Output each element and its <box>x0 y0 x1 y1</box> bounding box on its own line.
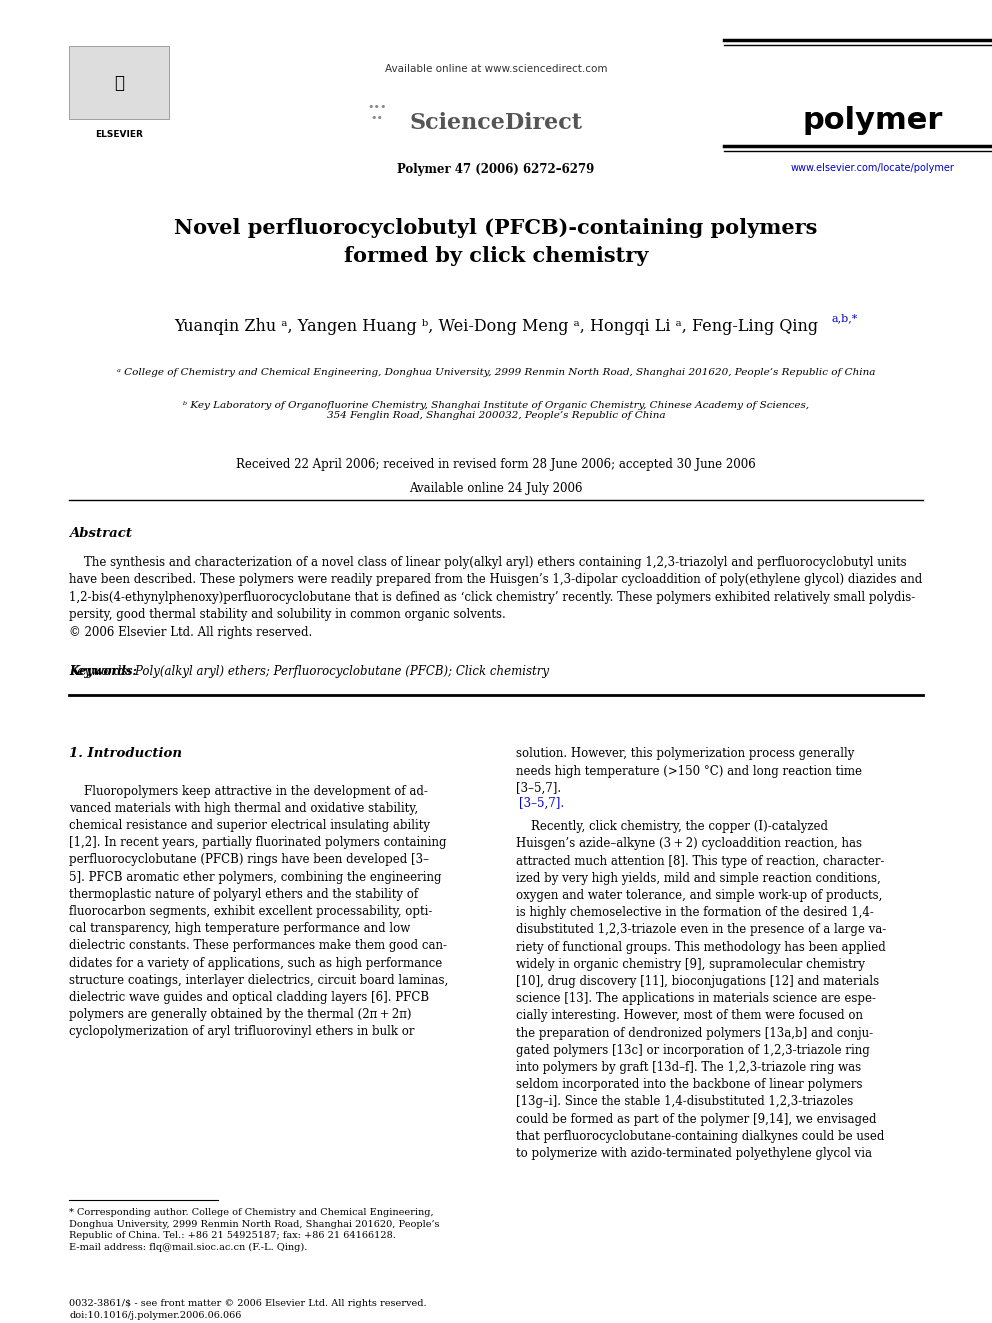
Text: Available online 24 July 2006: Available online 24 July 2006 <box>410 482 582 495</box>
Text: * Corresponding author. College of Chemistry and Chemical Engineering,
Donghua U: * Corresponding author. College of Chemi… <box>69 1208 439 1253</box>
Text: ᵃ College of Chemistry and Chemical Engineering, Donghua University, 2999 Renmin: ᵃ College of Chemistry and Chemical Engi… <box>117 368 875 377</box>
Text: www.elsevier.com/locate/polymer: www.elsevier.com/locate/polymer <box>791 163 955 173</box>
Text: Keywords: Poly(alkyl aryl) ethers; Perfluorocyclobutane (PFCB); Click chemistry: Keywords: Poly(alkyl aryl) ethers; Perfl… <box>69 665 550 679</box>
Text: solution. However, this polymerization process generally
needs high temperature : solution. However, this polymerization p… <box>516 747 862 795</box>
Text: 0032-3861/$ - see front matter © 2006 Elsevier Ltd. All rights reserved.
doi:10.: 0032-3861/$ - see front matter © 2006 El… <box>69 1299 428 1320</box>
Text: Yuanqin Zhu ᵃ, Yangen Huang ᵇ, Wei-Dong Meng ᵃ, Hongqi Li ᵃ, Feng-Ling Qing: Yuanqin Zhu ᵃ, Yangen Huang ᵇ, Wei-Dong … <box>174 318 818 335</box>
Text: 🌲: 🌲 <box>114 74 124 91</box>
Bar <box>69 46 169 119</box>
Text: Fluoropolymers keep attractive in the development of ad-
vanced materials with h: Fluoropolymers keep attractive in the de… <box>69 785 448 1039</box>
Text: 1. Introduction: 1. Introduction <box>69 747 183 761</box>
Text: Polymer 47 (2006) 6272–6279: Polymer 47 (2006) 6272–6279 <box>398 163 594 176</box>
Text: ᵇ Key Laboratory of Organofluorine Chemistry, Shanghai Institute of Organic Chem: ᵇ Key Laboratory of Organofluorine Chemi… <box>183 401 809 421</box>
Text: Novel perfluorocyclobutyl (PFCB)-containing polymers
formed by click chemistry: Novel perfluorocyclobutyl (PFCB)-contain… <box>175 218 817 266</box>
Text: Keywords:: Keywords: <box>69 665 137 679</box>
Text: polymer: polymer <box>803 106 943 135</box>
Text: ELSEVIER: ELSEVIER <box>95 130 143 139</box>
Text: Abstract: Abstract <box>69 527 133 540</box>
Text: The synthesis and characterization of a novel class of linear poly(alkyl aryl) e: The synthesis and characterization of a … <box>69 556 923 639</box>
Text: •••
••: ••• •• <box>367 102 387 123</box>
Text: Received 22 April 2006; received in revised form 28 June 2006; accepted 30 June : Received 22 April 2006; received in revi… <box>236 458 756 471</box>
Text: ScienceDirect: ScienceDirect <box>410 112 582 135</box>
Text: Recently, click chemistry, the copper (I)-catalyzed
Huisgen’s azide–alkyne (3 + : Recently, click chemistry, the copper (I… <box>516 820 886 1160</box>
Text: Available online at www.sciencedirect.com: Available online at www.sciencedirect.co… <box>385 64 607 74</box>
Text: [3–5,7].: [3–5,7]. <box>519 796 563 810</box>
Text: a,b,*: a,b,* <box>831 314 858 324</box>
